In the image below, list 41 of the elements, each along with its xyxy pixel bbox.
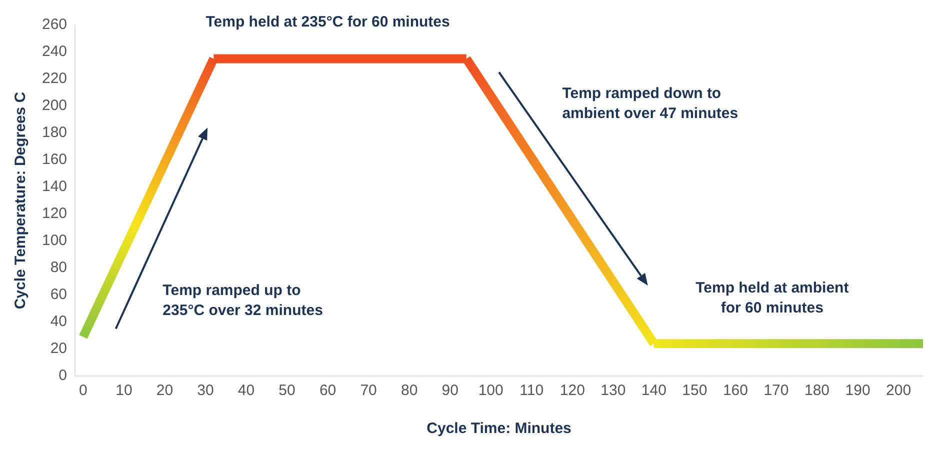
- x-tick-label: 0: [79, 382, 88, 400]
- x-axis-title: Cycle Time: Minutes: [426, 420, 572, 438]
- y-axis-title: Cycle Temperature: Degrees C: [12, 92, 30, 310]
- x-tick-label: 110: [520, 382, 544, 400]
- y-tick-label: 180: [42, 124, 68, 142]
- x-tick-label: 10: [116, 382, 132, 400]
- y-tick-label: 60: [50, 286, 68, 304]
- annotation: Temp held at ambient for 60 minutes: [696, 279, 849, 316]
- x-tick-label: 80: [400, 382, 418, 400]
- y-tick-label: 160: [42, 151, 68, 168]
- y-tick-label: 240: [42, 43, 68, 60]
- x-tick-label: 130: [600, 382, 626, 400]
- y-tick-label: 20: [50, 340, 68, 358]
- y-tick-label: 120: [42, 205, 68, 222]
- y-tick-label: 40: [50, 313, 68, 330]
- y-tick-label: 100: [42, 232, 68, 250]
- x-tick-label: 100: [478, 382, 504, 400]
- x-tick-label: 160: [722, 382, 748, 400]
- y-tick-label: 260: [42, 16, 68, 34]
- x-tick-label: 140: [641, 382, 666, 400]
- x-tick-label: 190: [845, 382, 870, 400]
- x-tick-label: 20: [156, 382, 174, 400]
- x-tick-label: 30: [197, 382, 214, 400]
- annotation: Temp held at 235°C for 60 minutes: [206, 13, 450, 30]
- x-tick-label: 170: [764, 382, 789, 400]
- y-tick-label: 220: [42, 70, 68, 88]
- x-tick-label: 200: [886, 382, 912, 400]
- x-tick-label: 40: [238, 382, 255, 400]
- y-tick-label: 140: [42, 178, 68, 196]
- x-tick-label: 180: [804, 382, 830, 400]
- annotation: Temp ramped down to ambient over 47 minutes: [562, 84, 738, 122]
- y-tick-label: 200: [42, 97, 68, 114]
- x-tick-label: 70: [360, 382, 377, 400]
- y-tick-label: 80: [50, 259, 68, 276]
- x-tick-label: 50: [278, 382, 296, 400]
- x-tick-label: 90: [442, 382, 458, 400]
- annotation: Temp ramped up to 235°C over 32 minutes: [162, 282, 323, 320]
- x-tick-label: 120: [560, 382, 585, 400]
- y-tick-label: 0: [58, 367, 68, 384]
- x-tick-label: 150: [682, 382, 708, 400]
- x-tick-label: 60: [319, 382, 336, 400]
